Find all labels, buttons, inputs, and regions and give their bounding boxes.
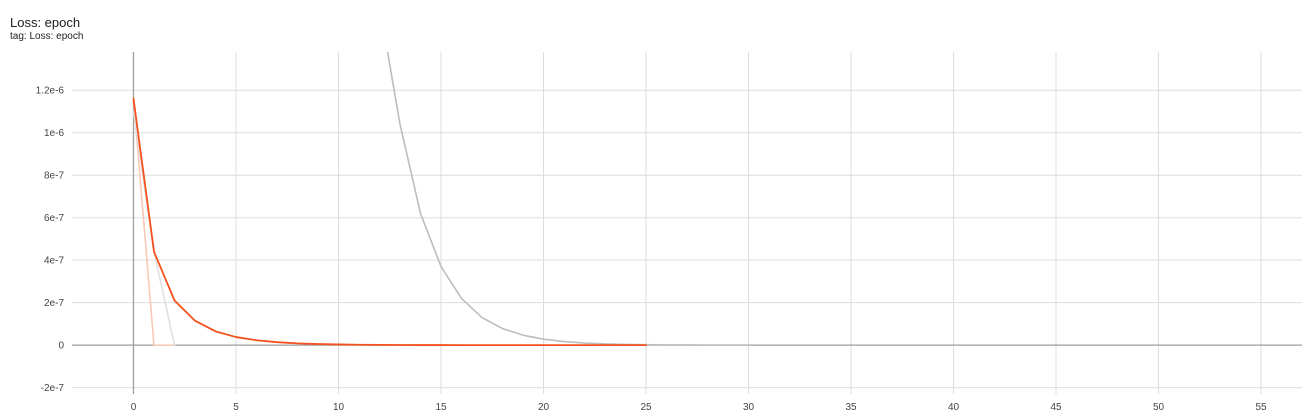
x-tick-label: 15 — [435, 402, 447, 413]
zero-axes — [72, 52, 1302, 394]
card-title: Loss: epoch — [10, 15, 81, 30]
y-tick-label: 8e-7 — [44, 171, 64, 182]
x-tick-label: 10 — [333, 402, 345, 413]
x-tick-label: 25 — [640, 402, 652, 413]
y-tick-label: 1e-6 — [44, 128, 64, 139]
y-tick-label: 0 — [58, 341, 64, 352]
x-tick-label: 30 — [743, 402, 755, 413]
tick-labels: 0 5 10 15 20 25 30 35 40 45 50 55 -2e-7 0 2e-7 4e-7 6e-7… — [36, 86, 1267, 413]
y-tick-label: 1.2e-6 — [36, 86, 65, 97]
series-line-1[interactable] — [132, 97, 176, 346]
x-tick-label: 35 — [845, 402, 857, 413]
y-tick-label: 2e-7 — [44, 298, 64, 309]
x-tick-label: 20 — [538, 402, 550, 413]
y-tick-label: 6e-7 — [44, 213, 64, 224]
x-tick-label: 5 — [233, 402, 239, 413]
grid-lines — [72, 52, 1302, 394]
x-tick-label: 40 — [948, 402, 960, 413]
series-lines[interactable] — [132, 5, 750, 347]
series-line-3[interactable] — [132, 97, 647, 347]
x-tick-label: 50 — [1153, 402, 1165, 413]
x-tick-label: 0 — [131, 402, 137, 413]
y-tick-label: 4e-7 — [44, 256, 64, 267]
series-line-0[interactable] — [380, 5, 750, 346]
x-tick-label: 45 — [1050, 402, 1062, 413]
x-tick-label: 55 — [1255, 402, 1267, 413]
card-subtitle: tag: Loss: epoch — [10, 31, 84, 42]
y-tick-label: -2e-7 — [41, 383, 65, 394]
